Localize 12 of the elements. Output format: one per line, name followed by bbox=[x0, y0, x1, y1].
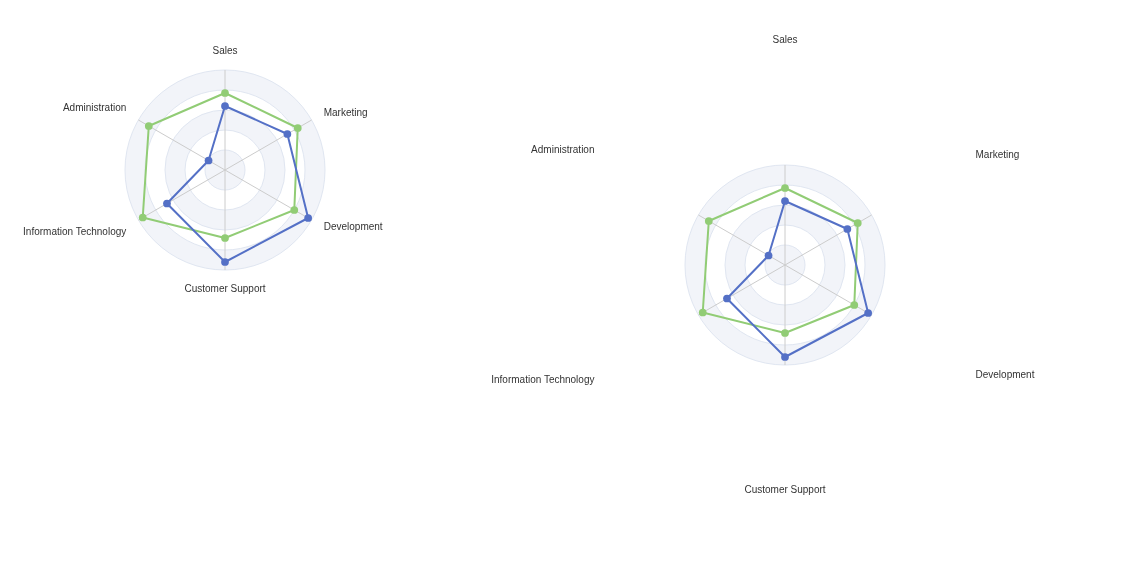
spoke-label: Information Technology bbox=[23, 226, 127, 237]
spoke-label: Customer Support bbox=[744, 484, 826, 495]
spoke-label: Administration bbox=[531, 144, 595, 155]
spoke-label: Marketing bbox=[975, 149, 1020, 160]
spoke-label: Administration bbox=[62, 102, 127, 113]
spoke-label: Sales bbox=[772, 34, 798, 45]
spoke-label: Information Technology bbox=[491, 374, 595, 385]
spoke-label: Marketing bbox=[323, 107, 368, 118]
spoke-label: Sales bbox=[212, 45, 238, 56]
spoke-label: Development bbox=[975, 369, 1035, 380]
spoke-label: Development bbox=[323, 221, 383, 232]
spoke-label: Customer Support bbox=[184, 283, 266, 294]
